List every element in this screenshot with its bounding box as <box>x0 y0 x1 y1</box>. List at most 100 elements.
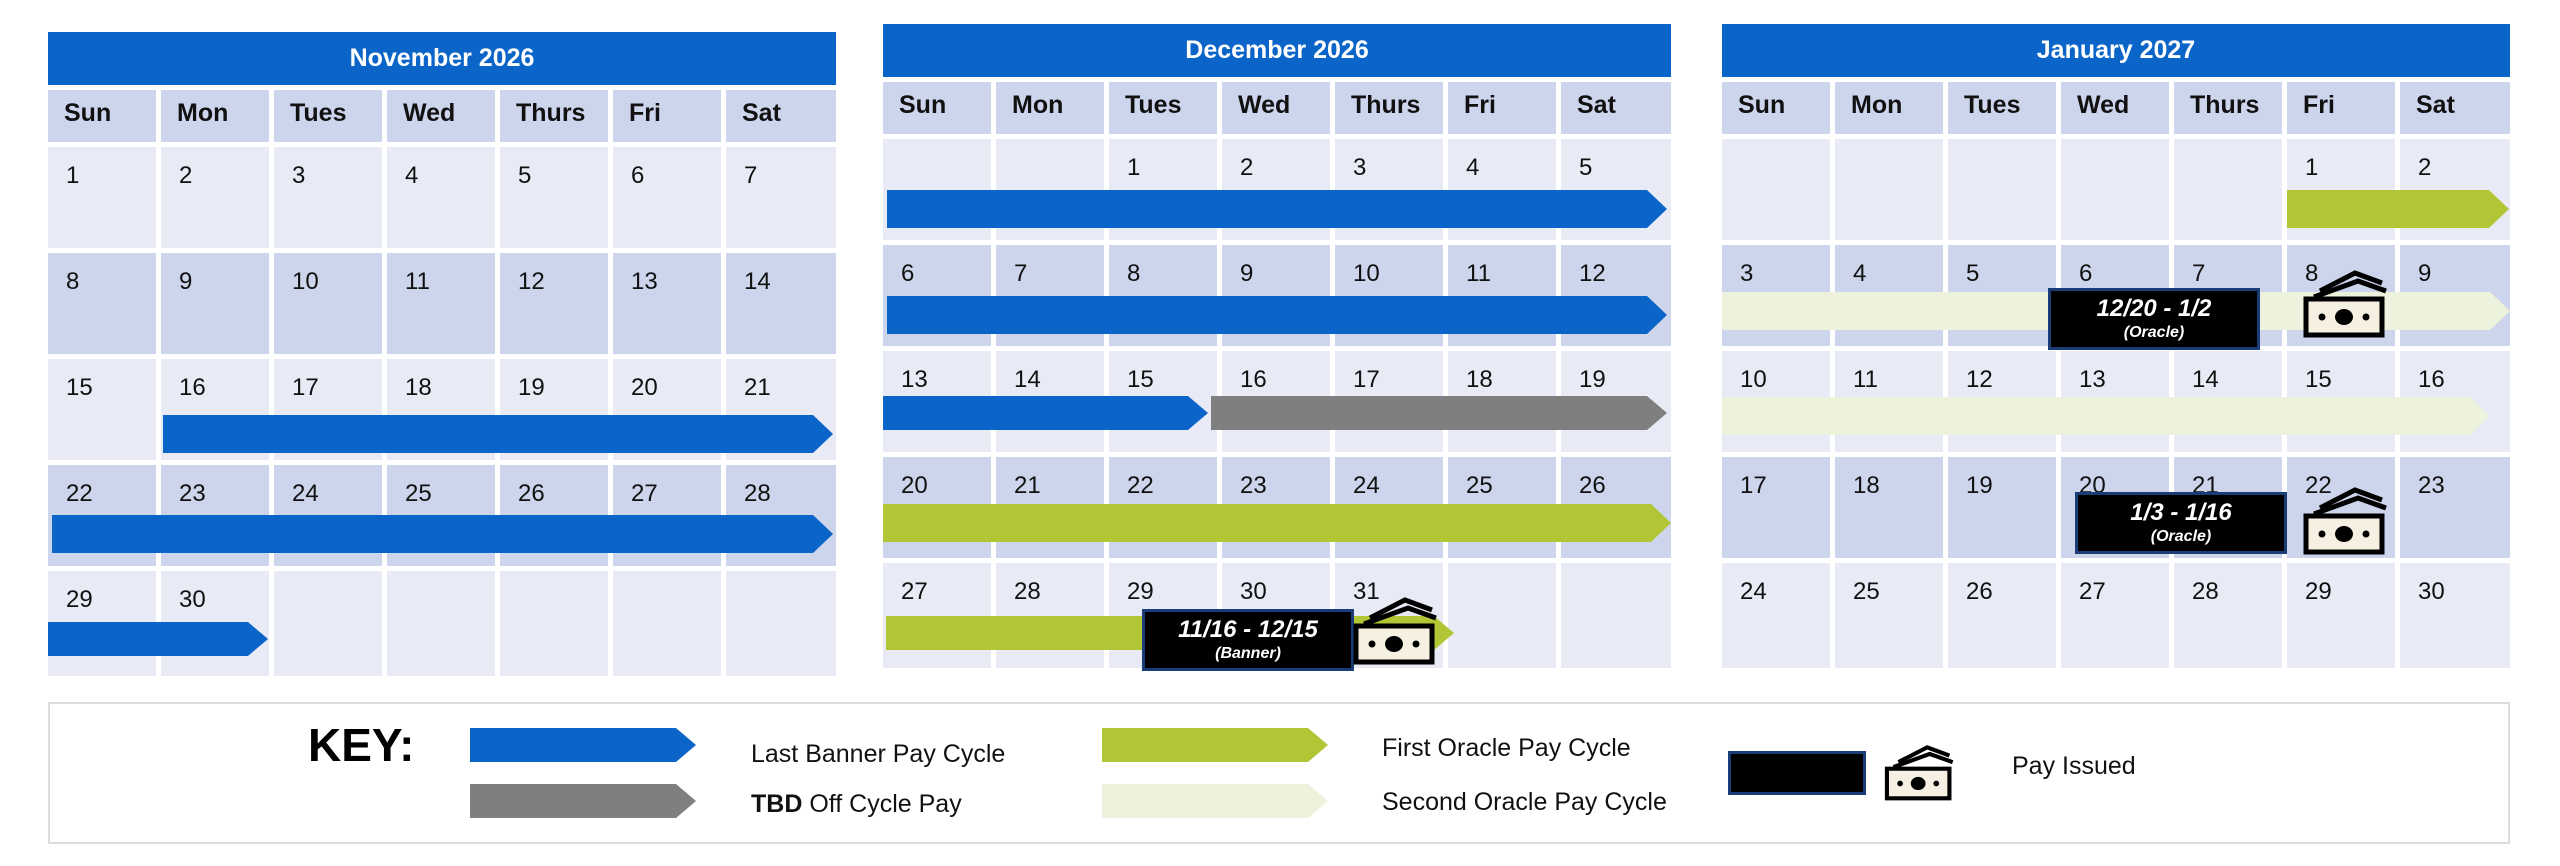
calendar-november-2026: November 2026 Sun Mon Tues Wed Thurs Fri… <box>48 32 836 676</box>
day-cell: 13 <box>613 253 721 354</box>
day-cell: 28 <box>2174 563 2282 668</box>
day-cell: 6 <box>613 147 721 248</box>
tbd-off-cycle-arrow <box>1211 396 1667 430</box>
day-cell: 11 <box>387 253 495 354</box>
legend-first-oracle-swatch <box>1102 728 1328 762</box>
legend-tbd-rest: Off Cycle Pay <box>802 790 962 818</box>
day-cell: 10 <box>274 253 382 354</box>
dow-tue: Tues <box>1948 82 2056 134</box>
day-cell: 23 <box>2400 457 2510 558</box>
pay-period-box: 12/20 - 1/2 (Oracle) <box>2048 288 2260 350</box>
day-cell: 14 <box>726 253 836 354</box>
day-cell: 5 <box>500 147 608 248</box>
calendar-january-2027: January 2027 Sun Mon Tues Wed Thurs Fri … <box>1722 24 2510 668</box>
day-cell-empty <box>2174 139 2282 240</box>
legend-second-oracle-swatch <box>1102 784 1328 818</box>
day-cell-empty <box>726 571 836 676</box>
day-cell: 19 <box>1948 457 2056 558</box>
day-cell: 9 <box>161 253 269 354</box>
legend-second-oracle-label: Second Oracle Pay Cycle <box>1382 788 1667 816</box>
day-cell-empty <box>500 571 608 676</box>
dow-wed: Wed <box>387 90 495 142</box>
pay-period-range: 11/16 - 12/15 <box>1178 616 1318 643</box>
day-cell: 27 <box>2061 563 2169 668</box>
dow-wed: Wed <box>1222 82 1330 134</box>
day-cell: 24 <box>1722 563 1830 668</box>
money-icon <box>1353 597 1437 665</box>
month-title: January 2027 <box>1722 24 2510 77</box>
dow-wed: Wed <box>2061 82 2169 134</box>
day-cell: 8 <box>48 253 156 354</box>
key-title: KEY: <box>308 719 415 771</box>
month-title: November 2026 <box>48 32 836 85</box>
dow-tue: Tues <box>1109 82 1217 134</box>
day-cell-empty <box>1448 563 1556 668</box>
legend-tbd-swatch <box>470 784 696 818</box>
dow-thu: Thurs <box>500 90 608 142</box>
dow-sat: Sat <box>1561 82 1671 134</box>
banner-pay-cycle-arrow <box>52 515 833 553</box>
day-cell: 2 <box>161 147 269 248</box>
dow-sun: Sun <box>883 82 991 134</box>
day-cell-empty <box>274 571 382 676</box>
banner-pay-cycle-arrow <box>163 415 833 453</box>
legend-banner-swatch <box>470 728 696 762</box>
legend-tbd-bold: TBD <box>751 790 803 818</box>
second-oracle-cycle-arrow <box>1722 397 2490 435</box>
day-cell: 29 <box>2287 563 2395 668</box>
legend-pay-issued-label: Pay Issued <box>2012 752 2136 780</box>
pay-period-system: (Oracle) <box>2150 528 2212 545</box>
money-icon <box>2303 270 2387 338</box>
legend-banner-label: Last Banner Pay Cycle <box>751 740 1006 768</box>
banner-pay-cycle-arrow <box>48 622 268 656</box>
day-cell: 15 <box>48 359 156 460</box>
pay-period-range: 12/20 - 1/2 <box>2096 295 2212 322</box>
dow-tue: Tues <box>274 90 382 142</box>
money-icon <box>1884 745 1954 801</box>
banner-pay-cycle-arrow <box>887 296 1667 334</box>
dow-fri: Fri <box>613 90 721 142</box>
banner-pay-cycle-arrow <box>887 190 1667 228</box>
dow-fri: Fri <box>2287 82 2395 134</box>
dow-thu: Thurs <box>2174 82 2282 134</box>
day-cell: 7 <box>726 147 836 248</box>
day-cell-empty <box>2061 139 2169 240</box>
day-cell: 18 <box>1835 457 1943 558</box>
legend-first-oracle-label: First Oracle Pay Cycle <box>1382 734 1631 762</box>
pay-period-system: (Banner) <box>1215 645 1281 662</box>
legend-tbd-label: TBD Off Cycle Pay <box>751 790 962 819</box>
day-cell: 17 <box>1722 457 1830 558</box>
legend-key: KEY: Last Banner Pay Cycle TBD Off Cycle… <box>48 702 2510 844</box>
money-icon <box>2303 487 2387 555</box>
day-cell-empty <box>1561 563 1671 668</box>
pay-period-box: 11/16 - 12/15 (Banner) <box>1142 609 1354 671</box>
day-cell: 4 <box>387 147 495 248</box>
day-cell-empty <box>613 571 721 676</box>
day-cell: 30 <box>2400 563 2510 668</box>
pay-period-range: 1/3 - 1/16 <box>2130 499 2232 526</box>
dow-sat: Sat <box>726 90 836 142</box>
day-cell-empty <box>1948 139 2056 240</box>
day-cell-empty <box>1722 139 1830 240</box>
day-cell: 3 <box>274 147 382 248</box>
day-cell-empty <box>387 571 495 676</box>
dow-mon: Mon <box>1835 82 1943 134</box>
pay-period-box: 1/3 - 1/16 (Oracle) <box>2075 492 2287 554</box>
day-cell: 12 <box>500 253 608 354</box>
dow-sun: Sun <box>48 90 156 142</box>
first-oracle-cycle-arrow <box>2287 190 2509 228</box>
day-cell: 28 <box>996 563 1104 668</box>
dow-sat: Sat <box>2400 82 2510 134</box>
day-cell-empty <box>1835 139 1943 240</box>
banner-pay-cycle-arrow <box>883 396 1208 430</box>
dow-fri: Fri <box>1448 82 1556 134</box>
dow-mon: Mon <box>161 90 269 142</box>
pay-period-system: (Oracle) <box>2123 324 2185 341</box>
month-title: December 2026 <box>883 24 1671 77</box>
day-cell: 25 <box>1835 563 1943 668</box>
day-cell: 1 <box>48 147 156 248</box>
dow-sun: Sun <box>1722 82 1830 134</box>
day-cell: 27 <box>883 563 991 668</box>
legend-paybox-swatch <box>1728 751 1866 795</box>
calendar-december-2026: December 2026 Sun Mon Tues Wed Thurs Fri… <box>883 24 1671 671</box>
